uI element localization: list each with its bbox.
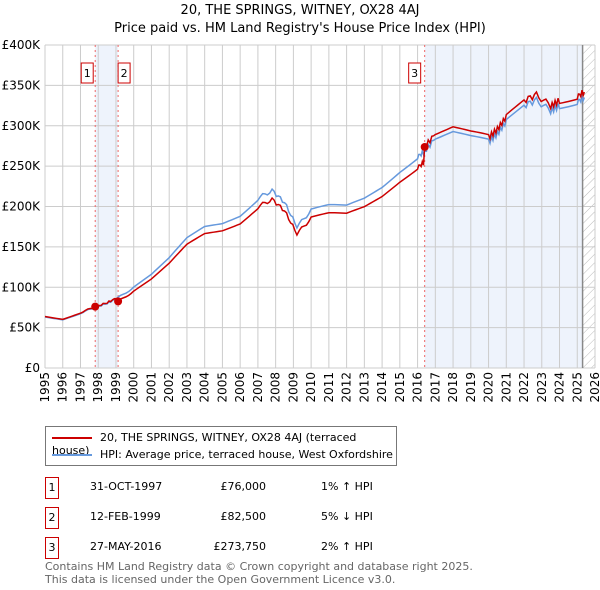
x-tick-label: 2019: [464, 372, 478, 403]
x-tick-label: 2005: [215, 372, 229, 403]
y-tick-label: £350K: [2, 78, 42, 92]
x-tick-label: 2021: [499, 372, 513, 403]
sale-hpi-diff: 5% ↓ HPI: [321, 510, 373, 523]
hpi-line: [44, 95, 586, 321]
x-tick-label: 2000: [127, 372, 141, 403]
y-tick-label: £400K: [2, 38, 42, 52]
footer-line-1: Contains HM Land Registry data © Crown c…: [45, 560, 473, 573]
legend-hpi-swatch: [52, 454, 92, 456]
x-tick-label: 2013: [357, 372, 371, 403]
x-tick-label: 2002: [162, 372, 176, 403]
sale-price: £273,750: [213, 540, 267, 553]
legend-property-label: 20, THE SPRINGS, WITNEY, OX28 4AJ (terra…: [52, 431, 357, 457]
sale-point: [91, 302, 100, 311]
x-tick-label: 2026: [588, 372, 600, 403]
plot-area: 1995 1996 1997 1998 1999 2000 2001 2002 2003 2004…: [2, 38, 600, 403]
y-tick-label: £50K: [9, 321, 41, 335]
x-tick-label: 2025: [570, 372, 584, 403]
sale-label: 1: [84, 67, 91, 80]
x-tick-label: 1999: [109, 372, 123, 403]
x-tick-label: 2012: [340, 372, 354, 403]
legend-property: 20, THE SPRINGS, WITNEY, OX28 4AJ (terra…: [52, 431, 396, 457]
x-tick-label: 2007: [251, 372, 265, 403]
y-tick-label: £200K: [2, 200, 42, 214]
x-tick-label: 2020: [482, 372, 496, 403]
sale-label-box: [80, 62, 94, 84]
sale-hpi-diff: 1% ↑ HPI: [321, 480, 373, 493]
sale-date: 31-OCT-1997: [90, 480, 163, 493]
sale-hpi-diff: 2% ↑ HPI: [321, 540, 373, 553]
y-tick-label: £0: [25, 361, 40, 375]
x-tick-label: 2023: [535, 372, 549, 403]
footer-line-2: This data is licensed under the Open Gov…: [45, 573, 396, 586]
x-tick-label: 1996: [56, 372, 70, 403]
x-tick-label: 1997: [73, 372, 87, 403]
y-tick-label: £250K: [2, 159, 42, 173]
x-tick-label: 2010: [304, 372, 318, 403]
sale-date: 12-FEB-1999: [90, 510, 161, 523]
sale-point: [114, 297, 123, 306]
x-tick-label: 2011: [322, 372, 336, 403]
y-tick-label: £150K: [2, 240, 42, 254]
y-tick-label: £100K: [2, 280, 42, 294]
x-tick-label: 2003: [180, 372, 194, 403]
y-tick-label: £300K: [2, 119, 42, 133]
x-tick-label: 1995: [38, 372, 52, 403]
x-tick-label: 2006: [233, 372, 247, 403]
x-tick-label: 2016: [411, 372, 425, 403]
legend: 20, THE SPRINGS, WITNEY, OX28 4AJ (terra…: [45, 426, 397, 466]
chart-subtitle: Price paid vs. HM Land Registry's House …: [114, 21, 486, 36]
legend-hpi: HPI: Average price, terraced house, West…: [52, 448, 393, 461]
x-tick-label: 1998: [91, 372, 105, 403]
sale-label: 2: [121, 67, 128, 80]
x-tick-label: 2009: [286, 372, 300, 403]
sale-number-box: 3: [45, 537, 59, 559]
legend-hpi-label: HPI: Average price, terraced house, West…: [100, 448, 393, 461]
x-tick-label: 2008: [269, 372, 283, 403]
x-tick-label: 2015: [393, 372, 407, 403]
sale-label-box: [408, 62, 422, 84]
sale-number-box: 1: [45, 477, 59, 499]
x-tick-label: 2017: [428, 372, 442, 403]
sale-label-box: [117, 62, 131, 84]
x-tick-label: 2024: [553, 372, 567, 403]
x-tick-label: 2014: [375, 372, 389, 403]
sale-price: £76,000: [220, 480, 267, 493]
legend-property-swatch: [52, 437, 92, 439]
sale-point: [420, 142, 429, 151]
property-price-line: [44, 89, 586, 321]
sale-number-box: 2: [45, 507, 59, 529]
x-tick-label: 2004: [198, 372, 212, 403]
chart-title: 20, THE SPRINGS, WITNEY, OX28 4AJ: [180, 3, 420, 18]
sale-date: 27-MAY-2016: [90, 540, 162, 553]
sale-label: 3: [411, 67, 418, 80]
x-tick-label: 2001: [144, 372, 158, 403]
sale-price: £82,500: [220, 510, 267, 523]
x-tick-label: 2022: [517, 372, 531, 403]
x-tick-label: 2018: [446, 372, 460, 403]
